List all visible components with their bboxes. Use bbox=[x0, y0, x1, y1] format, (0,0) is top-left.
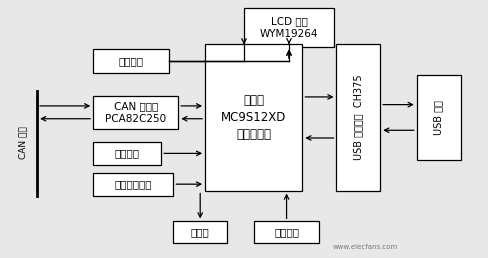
Text: 单片机
MC9S12XD
系列单片机: 单片机 MC9S12XD 系列单片机 bbox=[221, 94, 286, 141]
Bar bbox=[336, 44, 380, 191]
Bar bbox=[205, 44, 303, 191]
Text: USB 接口: USB 接口 bbox=[434, 100, 444, 135]
Text: CAN 驱动器
PCA82C250: CAN 驱动器 PCA82C250 bbox=[105, 101, 166, 124]
Bar bbox=[93, 50, 168, 72]
Bar bbox=[93, 142, 161, 165]
Bar bbox=[417, 75, 461, 160]
Text: www.elecfans.com: www.elecfans.com bbox=[333, 244, 398, 250]
Text: 存储开关: 存储开关 bbox=[115, 148, 140, 158]
Text: LCD 液晶
WYM19264: LCD 液晶 WYM19264 bbox=[260, 16, 318, 39]
Text: 车内模拟信号: 车内模拟信号 bbox=[115, 179, 152, 189]
Text: CAN 总线: CAN 总线 bbox=[18, 127, 27, 159]
Text: 电源模块: 电源模块 bbox=[119, 56, 143, 66]
Bar bbox=[93, 96, 178, 129]
Bar bbox=[254, 221, 320, 243]
Text: 电源掌电: 电源掌电 bbox=[274, 227, 299, 237]
Bar bbox=[173, 221, 227, 243]
Text: USB 接口芯片  CH375: USB 接口芯片 CH375 bbox=[353, 75, 364, 160]
Bar bbox=[244, 9, 334, 47]
Text: 蜂鸣器: 蜂鸣器 bbox=[191, 227, 209, 237]
Bar bbox=[93, 173, 173, 196]
